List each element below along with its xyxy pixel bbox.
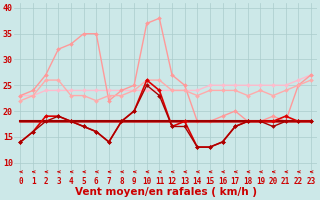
X-axis label: Vent moyen/en rafales ( km/h ): Vent moyen/en rafales ( km/h ) — [75, 187, 257, 197]
